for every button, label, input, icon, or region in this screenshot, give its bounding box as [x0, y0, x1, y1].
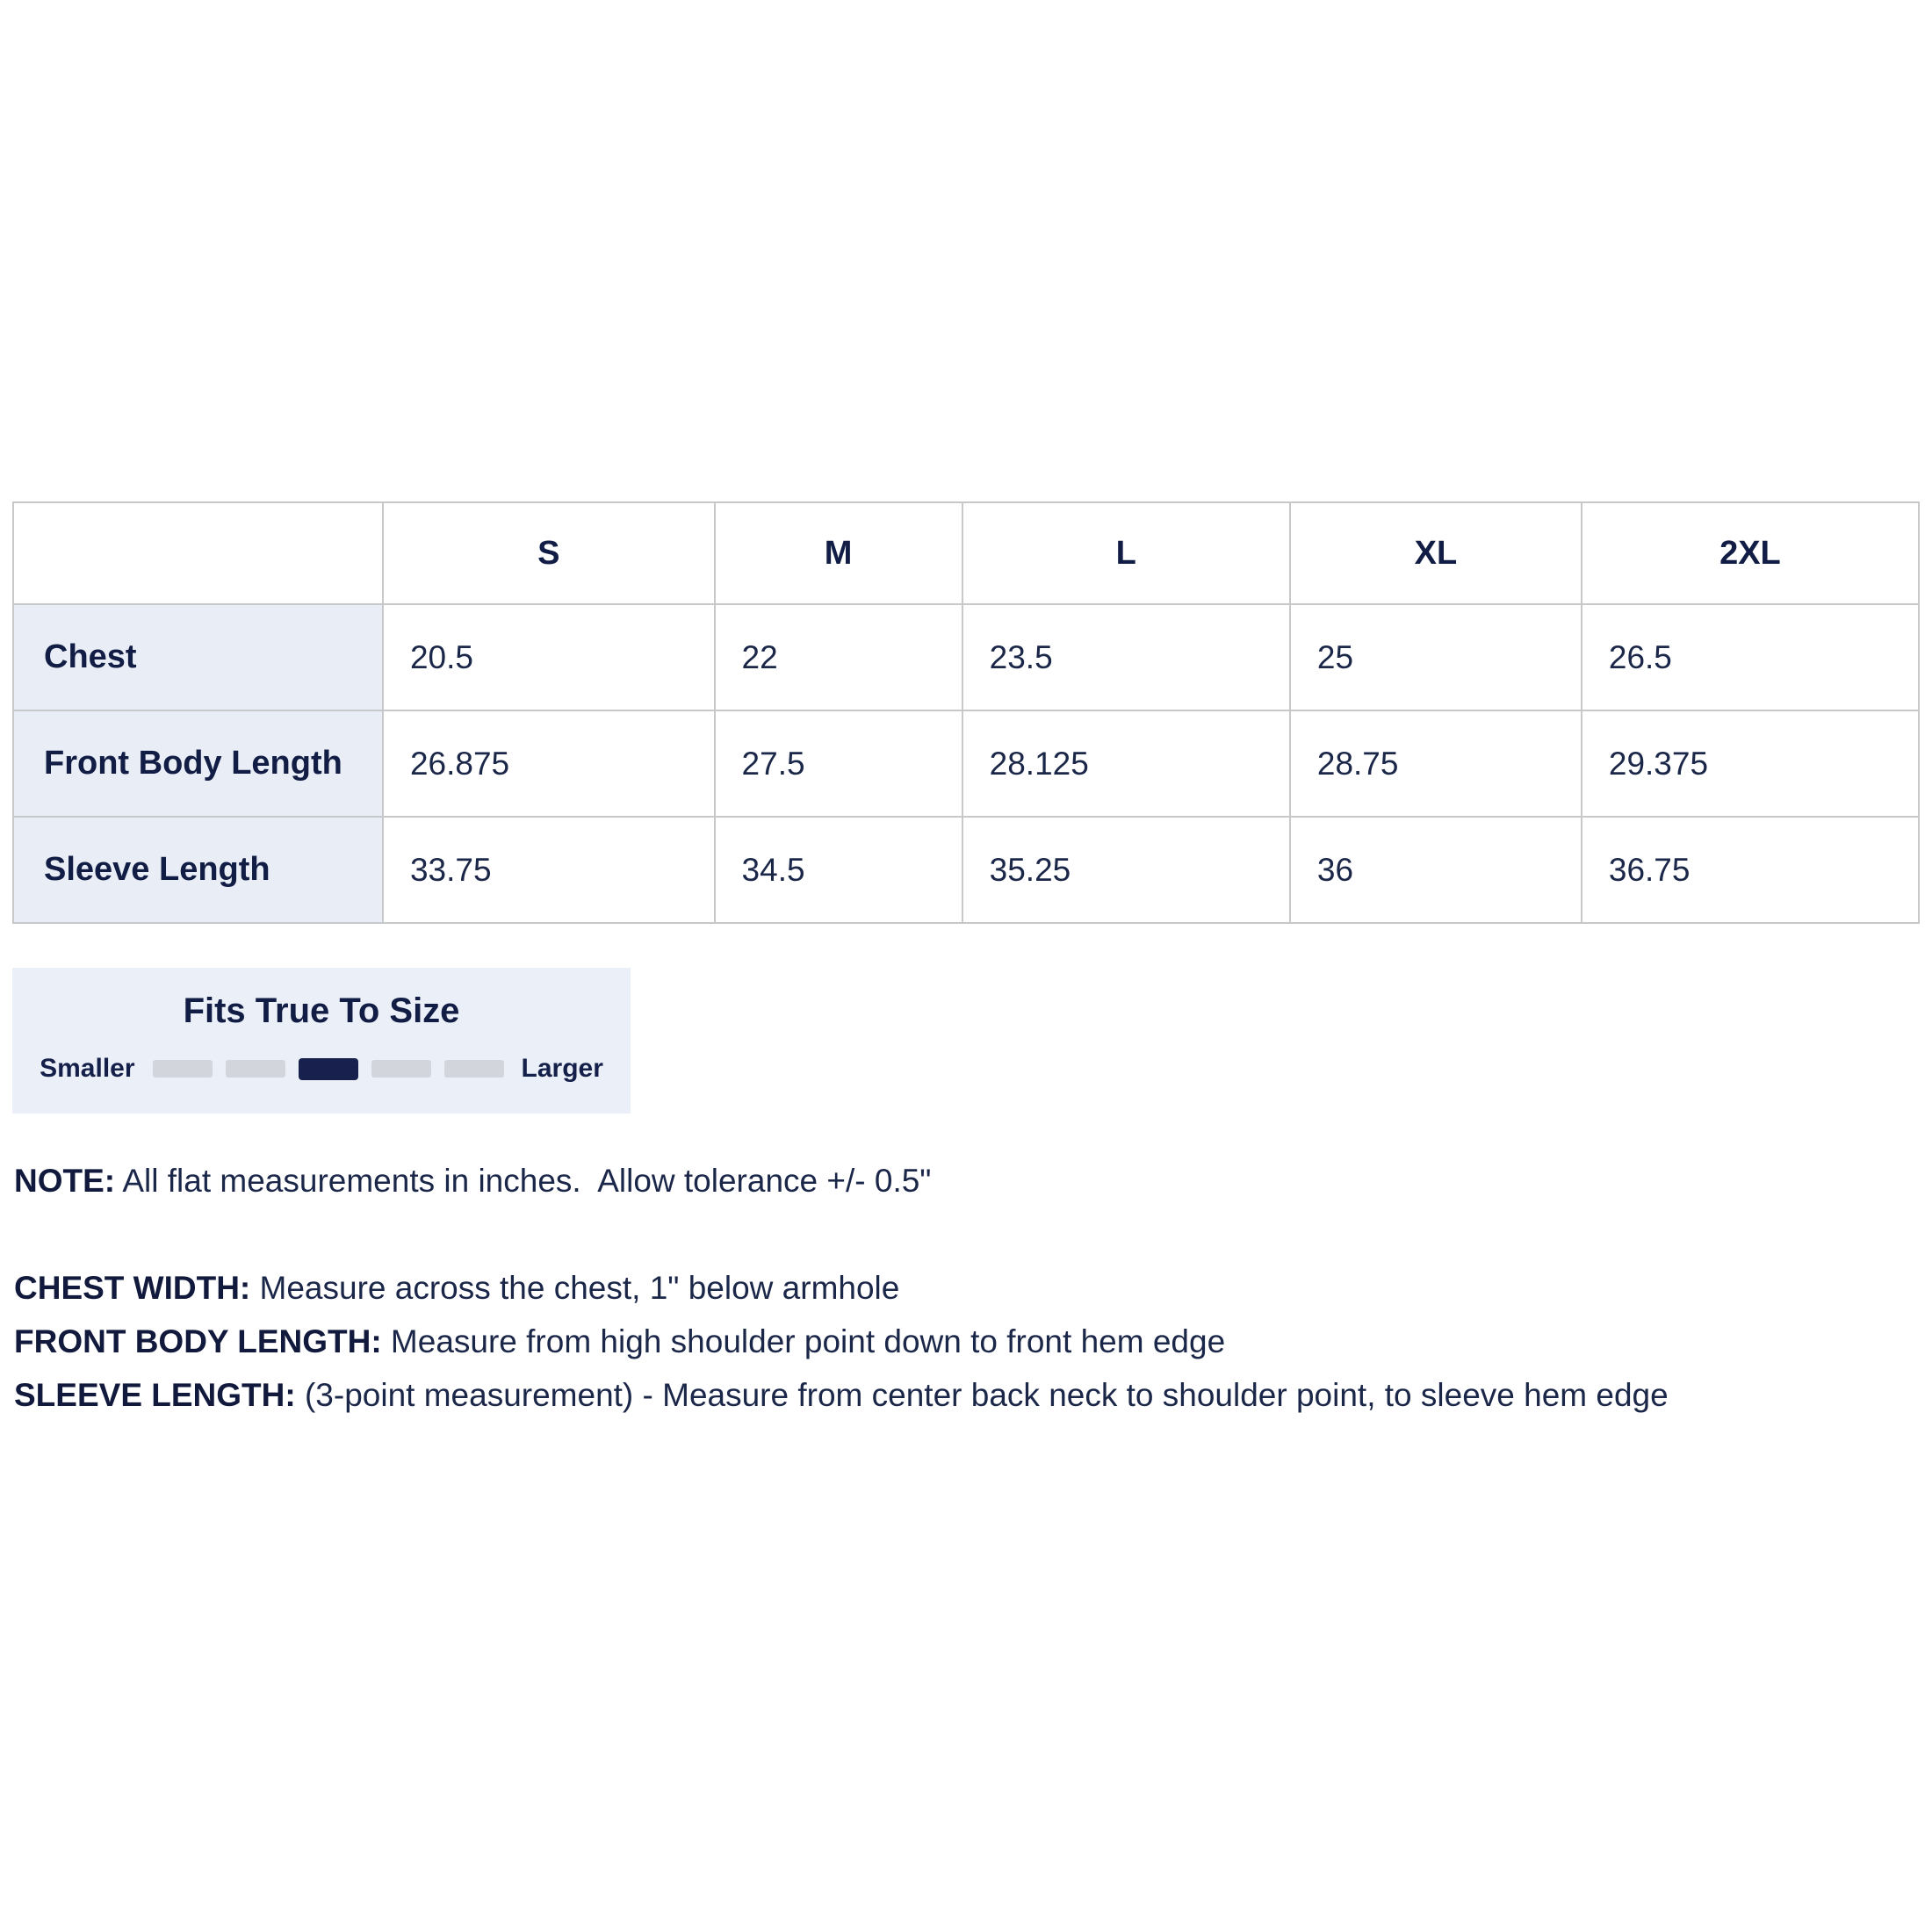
cell-chest-s: 20.5: [381, 603, 716, 711]
fit-scale: Smaller Larger: [12, 1054, 631, 1084]
cell-chest-m: 22: [713, 603, 963, 711]
chest-width-label: CHEST WIDTH:: [14, 1270, 251, 1306]
measurement-definitions: CHEST WIDTH: Measure across the chest, 1…: [14, 1261, 1911, 1422]
note-line: NOTE: All flat measurements in inches. A…: [14, 1161, 931, 1201]
row-label-front-body-length: Front Body Length: [12, 710, 384, 818]
front-body-length-label: FRONT BODY LENGTH:: [14, 1323, 382, 1359]
cell-fbl-l: 28.125: [961, 710, 1291, 818]
fit-scale-bars: [152, 1057, 504, 1080]
column-header-s: S: [381, 501, 716, 605]
cell-sleeve-s: 33.75: [381, 816, 716, 924]
note-text: All flat measurements in inches. Allow t…: [115, 1163, 932, 1199]
column-header-xl: XL: [1288, 501, 1582, 605]
row-label-chest: Chest: [12, 603, 384, 711]
fit-segment-selected: [298, 1057, 358, 1080]
corner-cell: [12, 501, 384, 605]
cell-chest-l: 23.5: [961, 603, 1291, 711]
chest-width-text: Measure across the chest, 1" below armho…: [250, 1270, 900, 1306]
front-body-length-text: Measure from high shoulder point down to…: [381, 1323, 1226, 1359]
cell-sleeve-2xl: 36.75: [1580, 816, 1921, 924]
note-label: NOTE:: [14, 1163, 116, 1199]
cell-sleeve-xl: 36: [1288, 816, 1582, 924]
chest-width-definition: CHEST WIDTH: Measure across the chest, 1…: [14, 1261, 1911, 1315]
fit-larger-label: Larger: [521, 1054, 603, 1083]
cell-fbl-m: 27.5: [713, 710, 963, 818]
front-body-length-definition: FRONT BODY LENGTH: Measure from high sho…: [14, 1315, 1911, 1368]
sleeve-length-definition: SLEEVE LENGTH: (3-point measurement) - M…: [14, 1368, 1911, 1422]
fit-indicator-title: Fits True To Size: [183, 991, 460, 1030]
fit-indicator: Fits True To Size Smaller Larger: [12, 968, 631, 1114]
table-row-sleeve-length: Sleeve Length 33.75 34.5 35.25 36 36.75: [12, 816, 1921, 924]
cell-chest-xl: 25: [1288, 603, 1582, 711]
fit-segment: [371, 1060, 431, 1078]
table-row-chest: Chest 20.5 22 23.5 25 26.5: [12, 603, 1921, 711]
column-header-m: M: [713, 501, 963, 605]
cell-chest-2xl: 26.5: [1580, 603, 1921, 711]
fit-segment: [225, 1060, 285, 1078]
fit-segment: [443, 1060, 504, 1078]
fit-segment: [152, 1060, 213, 1078]
cell-fbl-s: 26.875: [381, 710, 716, 818]
column-header-l: L: [961, 501, 1291, 605]
size-chart-table: S M L XL 2XL Chest 20.5 22 23.5 25 26.5 …: [12, 501, 1921, 924]
sleeve-length-text: (3-point measurement) - Measure from cen…: [295, 1377, 1669, 1413]
cell-fbl-2xl: 29.375: [1580, 710, 1921, 818]
cell-sleeve-l: 35.25: [961, 816, 1291, 924]
fit-smaller-label: Smaller: [40, 1054, 135, 1083]
column-header-2xl: 2XL: [1580, 501, 1921, 605]
sleeve-length-label: SLEEVE LENGTH:: [14, 1377, 296, 1413]
cell-sleeve-m: 34.5: [713, 816, 963, 924]
cell-fbl-xl: 28.75: [1288, 710, 1582, 818]
header-row: S M L XL 2XL: [12, 501, 1921, 605]
table-row-front-body-length: Front Body Length 26.875 27.5 28.125 28.…: [12, 710, 1921, 818]
row-label-sleeve-length: Sleeve Length: [12, 816, 384, 924]
